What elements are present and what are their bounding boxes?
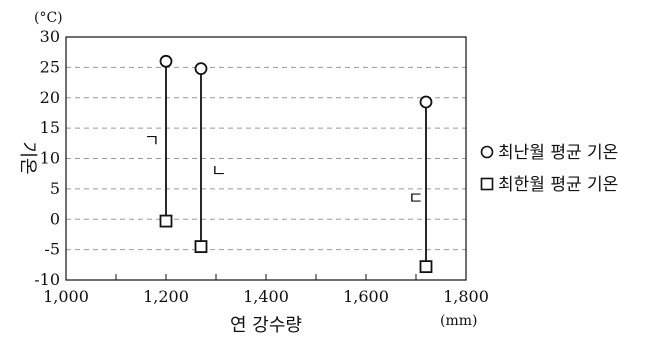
coldest-point bbox=[194, 240, 208, 253]
point-label: ㄷ bbox=[408, 189, 424, 209]
x-tick-label: 1,600 bbox=[343, 287, 389, 306]
y-tick-label: 15 bbox=[40, 118, 60, 137]
legend-label-coldest: 최한월 평균 기온 bbox=[498, 175, 618, 195]
series-marks: ㄱㄴㄷ bbox=[144, 54, 433, 274]
point-label: ㄱ bbox=[144, 131, 160, 151]
warmest-point bbox=[194, 62, 208, 75]
y-unit-label: (°C) bbox=[34, 10, 63, 26]
x-axis-title: 연 강수량 bbox=[230, 315, 302, 336]
legend: 최난월 평균 기온 최한월 평균 기온 bbox=[480, 143, 618, 195]
coldest-point bbox=[159, 214, 173, 228]
y-tick-label: 5 bbox=[50, 179, 60, 198]
axis-ticks: -10 -5 0 5 10 15 20 25 30 1,000 1,200 1,400 1,600 1,8… bbox=[34, 27, 489, 306]
legend-circle-icon bbox=[480, 145, 494, 159]
x-tick-label: 1,000 bbox=[43, 287, 89, 306]
y-tick-label: -10 bbox=[34, 270, 60, 289]
y-axis-title: 기온 bbox=[17, 141, 38, 174]
y-tick-label: 25 bbox=[40, 57, 60, 76]
x-tick-label: 1,200 bbox=[143, 287, 189, 306]
warmest-point bbox=[419, 95, 433, 109]
x-tick-label: 1,800 bbox=[443, 287, 489, 306]
grid-lines bbox=[66, 66, 466, 251]
y-tick-label: -5 bbox=[44, 240, 60, 259]
y-tick-label: 20 bbox=[40, 88, 60, 107]
coldest-point bbox=[419, 260, 433, 274]
y-tick-label: 0 bbox=[50, 209, 60, 228]
x-unit-label: (mm) bbox=[440, 313, 477, 329]
point-label: ㄴ bbox=[211, 162, 227, 182]
y-tick-label: 30 bbox=[40, 27, 60, 46]
legend-square-icon bbox=[480, 177, 494, 191]
x-tick-label: 1,400 bbox=[243, 287, 289, 306]
warmest-point bbox=[159, 54, 173, 68]
y-tick-label: 10 bbox=[40, 149, 60, 168]
legend-label-warmest: 최난월 평균 기온 bbox=[498, 143, 618, 163]
